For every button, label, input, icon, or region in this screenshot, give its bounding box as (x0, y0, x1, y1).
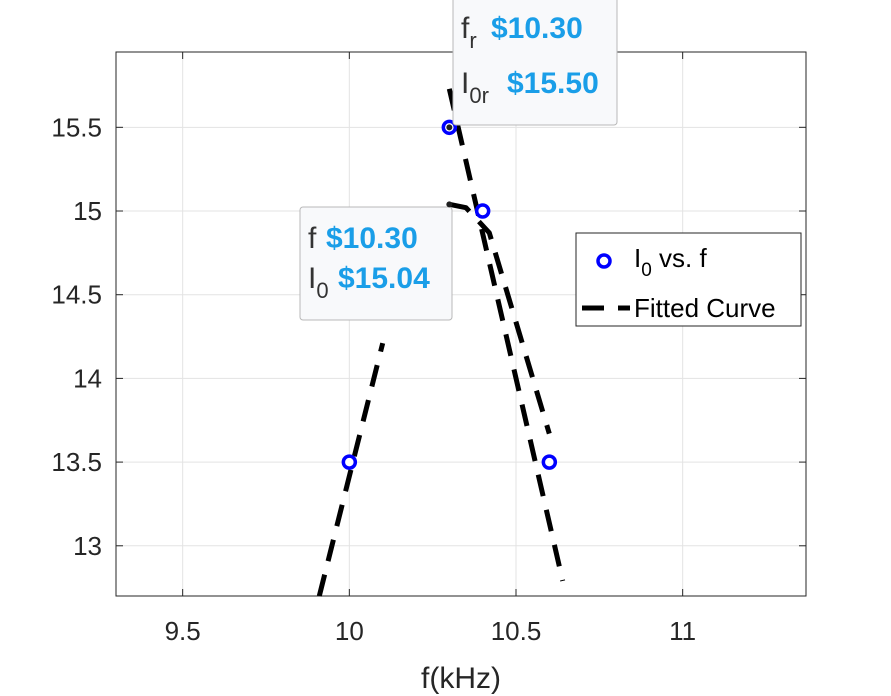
data-tip-key-subscript: r (469, 28, 476, 53)
legend-entry-name: I (634, 243, 641, 273)
data-tip-anchor (446, 124, 453, 131)
data-tip-value: $10.30 (326, 222, 418, 255)
x-tick-label: 9.5 (165, 616, 201, 646)
data-tip-box (452, 0, 618, 126)
data-tip-key: I (461, 67, 469, 100)
x-tick-label: 10 (335, 616, 364, 646)
data-tip-anchor (446, 201, 453, 208)
y-tick-label: 15 (73, 196, 102, 226)
data-tip-value: $15.04 (338, 262, 430, 295)
data-tip-frequency: f $10.30 (308, 222, 418, 255)
x-axis: 9.5 10 10.5 11 (165, 52, 696, 646)
data-tip-key-subscript: 0 (316, 278, 328, 303)
legend-entry-subscript: 0 (641, 260, 652, 281)
data-tip[interactable]: f $10.30 I0 $15.04 (299, 206, 453, 321)
data-point[interactable] (541, 454, 558, 470)
legend: I0 vs. f Fitted Curve (575, 232, 802, 327)
y-axis: 13 13.5 14 14.5 15 15.5 (51, 112, 806, 561)
x-axis-label: f(kHz) (421, 662, 501, 695)
data-tip-frequency: fr $10.30 (461, 12, 583, 53)
y-tick-label: 14.5 (51, 280, 102, 310)
legend-entry-fit: Fitted Curve (634, 293, 776, 323)
data-tip[interactable]: fr $10.30 I0r $15.50 (452, 0, 618, 126)
legend-entry-data: I0 vs. f (634, 243, 707, 281)
legend-entry-suffix: vs. f (652, 243, 708, 273)
data-tip-box (299, 206, 453, 321)
data-tip-key: f (308, 222, 317, 255)
x-tick-label: 11 (669, 616, 696, 646)
y-tick-label: 13.5 (51, 447, 102, 477)
data-tip-value: $15.50 (507, 67, 599, 100)
y-tick-label: 14 (73, 363, 102, 393)
data-tip-current: I0 $15.04 (308, 262, 430, 303)
x-tick-label: 10.5 (491, 616, 542, 646)
data-tip-key: f (461, 12, 470, 45)
fitted-curve-segment (316, 342, 386, 597)
data-point[interactable] (341, 454, 358, 470)
data-tip-value: $10.30 (491, 12, 583, 45)
fitted-curve-segment (446, 88, 566, 582)
data-markers (341, 119, 558, 470)
legend-box (575, 232, 802, 327)
data-tip-key: I (308, 262, 316, 295)
legend-marker-icon (596, 253, 612, 269)
data-tip-current: I0r $15.50 (461, 67, 599, 108)
fitted-curve (316, 88, 566, 597)
data-point[interactable] (474, 203, 491, 219)
y-tick-label: 13 (73, 531, 102, 561)
data-tip-key-subscript: 0r (469, 83, 489, 108)
y-tick-label: 15.5 (51, 112, 102, 142)
fitted-curve-segment (448, 201, 552, 435)
